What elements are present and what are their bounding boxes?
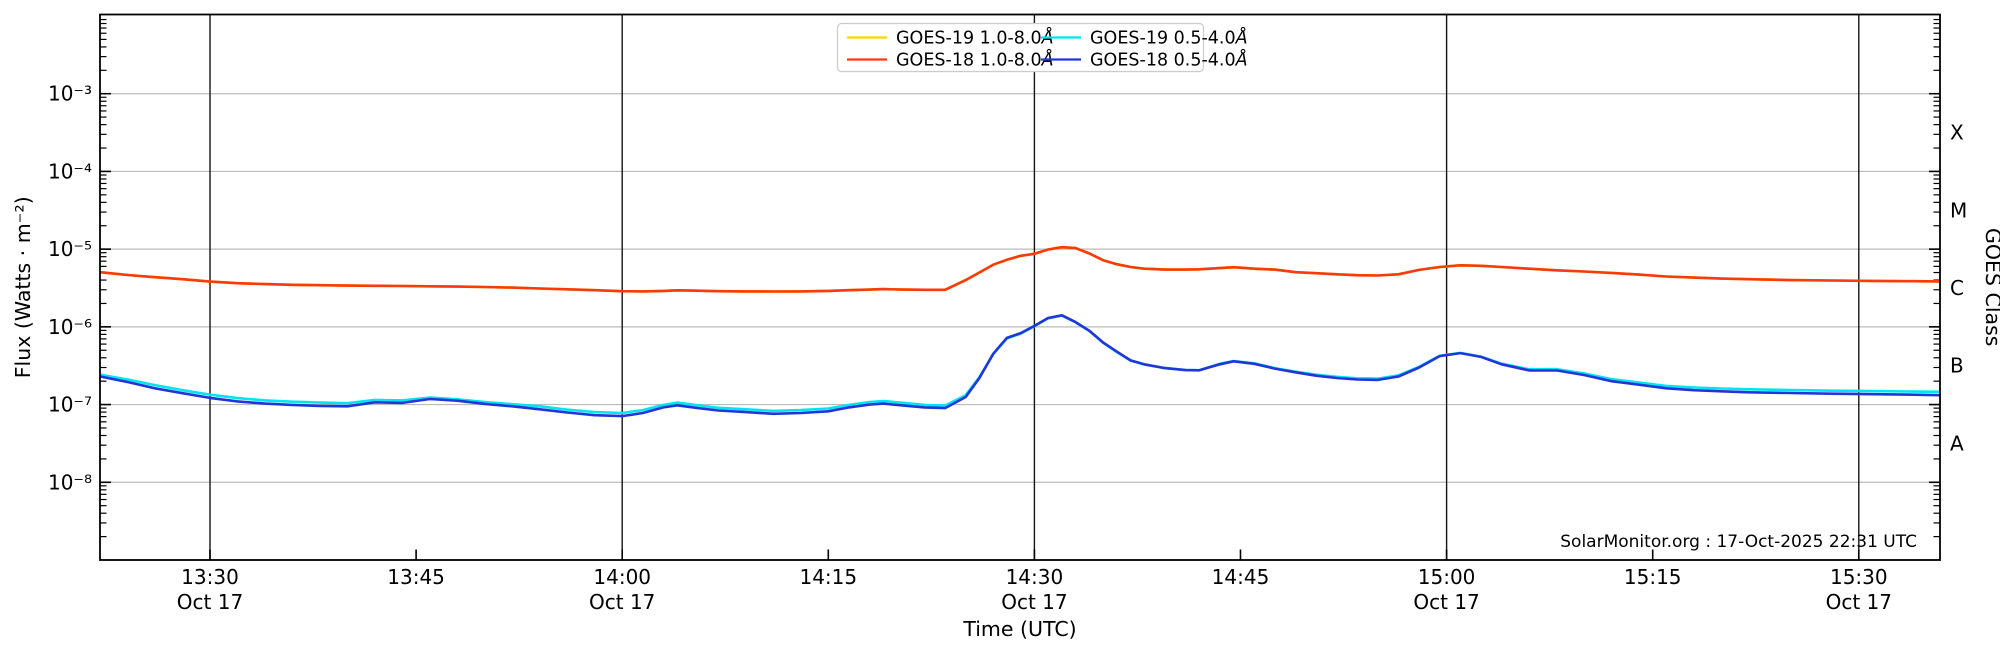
y-tick-label: 10⁻⁴ xyxy=(48,159,92,183)
goes-class-label: B xyxy=(1950,354,1964,378)
x-tick-date-label: Oct 17 xyxy=(1001,590,1067,614)
x-tick-label: 14:15 xyxy=(799,565,857,589)
x-tick-label: 13:30 xyxy=(181,565,239,589)
legend-item-label: GOES-18 1.0-8.0Å xyxy=(896,49,1054,71)
y-tick-label: 10⁻⁶ xyxy=(48,315,92,339)
legend-item-label: GOES-18 0.5-4.0Å xyxy=(1090,49,1248,71)
x-tick-label: 15:30 xyxy=(1830,565,1888,589)
legend-box xyxy=(836,22,1205,73)
x-tick-label: 15:00 xyxy=(1418,565,1476,589)
x-tick-date-label: Oct 17 xyxy=(1826,590,1892,614)
goes-class-label: M xyxy=(1950,198,1967,222)
x-axis-title: Time (UTC) xyxy=(962,617,1076,641)
y-tick-label: 10⁻³ xyxy=(48,82,92,106)
x-tick-date-label: Oct 17 xyxy=(177,590,243,614)
series-line-goes-19-0-5-4-0- xyxy=(100,314,1940,415)
goes-class-label: A xyxy=(1950,431,1964,455)
y-major-ticks xyxy=(100,92,1940,484)
x-tick-label: 15:15 xyxy=(1624,565,1682,589)
x-tick-date-label: Oct 17 xyxy=(1413,590,1479,614)
y-tick-label: 10⁻⁷ xyxy=(48,393,92,417)
x-tick-label: 14:30 xyxy=(1006,565,1064,589)
horizontal-gridlines xyxy=(100,93,1940,483)
y-tick-label: 10⁻⁵ xyxy=(48,237,92,261)
vertical-gridlines xyxy=(209,14,1860,560)
goes-class-labels: X M C B A xyxy=(1950,121,1967,456)
goes-class-label: C xyxy=(1950,276,1964,300)
y-tick-labels: 10⁻³ 10⁻⁴ 10⁻⁵ 10⁻⁶ 10⁻⁷ 10⁻⁸ xyxy=(48,82,92,495)
x-ticks xyxy=(209,549,1860,560)
right-axis-title: GOES Class xyxy=(1981,228,2000,346)
x-tick-label: 13:45 xyxy=(387,565,445,589)
y-axis-title: Flux (Watts · m⁻²) xyxy=(11,196,35,378)
x-tick-date-label: Oct 17 xyxy=(589,590,655,614)
series-line-goes-18-1-0-8-0- xyxy=(100,245,1940,293)
x-tick-label: 14:45 xyxy=(1212,565,1270,589)
y-minor-ticks xyxy=(100,18,1940,538)
x-tick-label: 14:00 xyxy=(593,565,651,589)
attribution-text: SolarMonitor.org : 17-Oct-2025 22:31 UTC xyxy=(1560,532,1917,552)
plot-border xyxy=(99,13,1941,561)
goes-class-label: X xyxy=(1950,121,1964,145)
legend-item-label: GOES-19 0.5-4.0Å xyxy=(1090,27,1248,49)
y-tick-label: 10⁻⁸ xyxy=(48,470,92,494)
series-lines xyxy=(100,245,1940,418)
series-line-goes-18-0-5-4-0- xyxy=(100,314,1940,418)
legend-item-label: GOES-19 1.0-8.0Å xyxy=(896,27,1054,49)
